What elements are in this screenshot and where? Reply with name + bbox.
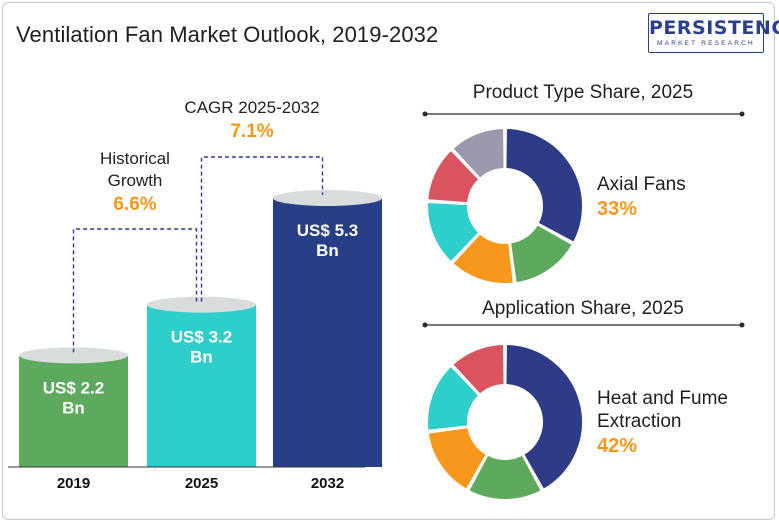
segment-value: 33%	[597, 198, 637, 220]
donut-chart: Application Share, 2025 Heat and FumeExtr…	[422, 298, 745, 501]
segment-label: Axial Fans	[597, 174, 686, 195]
title-backdrop	[462, 82, 704, 103]
donut-segment	[426, 148, 481, 205]
bar-body	[147, 304, 256, 467]
bar-cap	[273, 190, 382, 207]
bar-body	[19, 355, 128, 467]
growth-value: 6.6%	[113, 194, 156, 215]
bar-2019: US$ 2.2 Bn	[19, 347, 128, 467]
donut-segment	[426, 364, 481, 432]
donut-title: Product Type Share, 2025	[473, 82, 693, 103]
donut-segment	[450, 342, 506, 397]
bar-2032: US$ 5.3 Bn	[273, 190, 382, 467]
brand-logo: PERSISTENCE MARKET RESEARCH	[648, 13, 779, 53]
growth-bracket	[72, 228, 198, 353]
divider-dot	[422, 111, 428, 117]
bar-value-label: US$ 2.2 Bn	[43, 378, 104, 417]
title-backdrop	[472, 298, 694, 319]
bar-body	[273, 198, 382, 467]
growth-label: Historical	[100, 149, 170, 168]
segment-value: 42%	[597, 435, 637, 457]
donut-segment	[426, 425, 489, 492]
growth-label: CAGR 2025-2032	[184, 98, 319, 117]
growth-bracket	[200, 156, 324, 302]
divider-dot	[422, 322, 428, 328]
x-tick-label: 2025	[185, 475, 218, 492]
divider-dot	[739, 322, 745, 328]
donut-segment	[504, 342, 584, 492]
page-title: Ventilation Fan Market Outlook, 2019-203…	[16, 22, 439, 47]
bar-2025: US$ 3.2 Bn	[147, 296, 256, 467]
donut-segment	[466, 453, 544, 501]
donut-segment	[504, 126, 584, 245]
growth-value: 7.1%	[230, 121, 273, 142]
divider-dot	[739, 111, 745, 117]
x-tick-label: 2019	[57, 475, 90, 492]
logo-wordmark: PERSISTENCE	[649, 17, 779, 39]
bar-value-label: US$ 5.3 Bn	[297, 221, 358, 260]
donut-segment	[450, 126, 506, 181]
growth-label: Growth	[108, 171, 163, 190]
donut-segment	[426, 200, 481, 264]
bar-cap	[147, 296, 256, 313]
segment-label: Extraction	[597, 411, 681, 432]
logo-tagline: MARKET RESEARCH	[657, 40, 755, 47]
donut-title: Application Share, 2025	[482, 298, 684, 319]
bar-value-label: US$ 3.2 Bn	[171, 328, 232, 367]
donut-chart: Product Type Share, 2025 Axial Fans 33%	[422, 82, 745, 285]
donut-segment	[450, 231, 515, 285]
segment-label: Heat and Fume	[597, 388, 728, 409]
x-tick-label: 2032	[311, 475, 344, 492]
bar-cap	[19, 347, 128, 364]
donut-segment	[508, 222, 575, 285]
